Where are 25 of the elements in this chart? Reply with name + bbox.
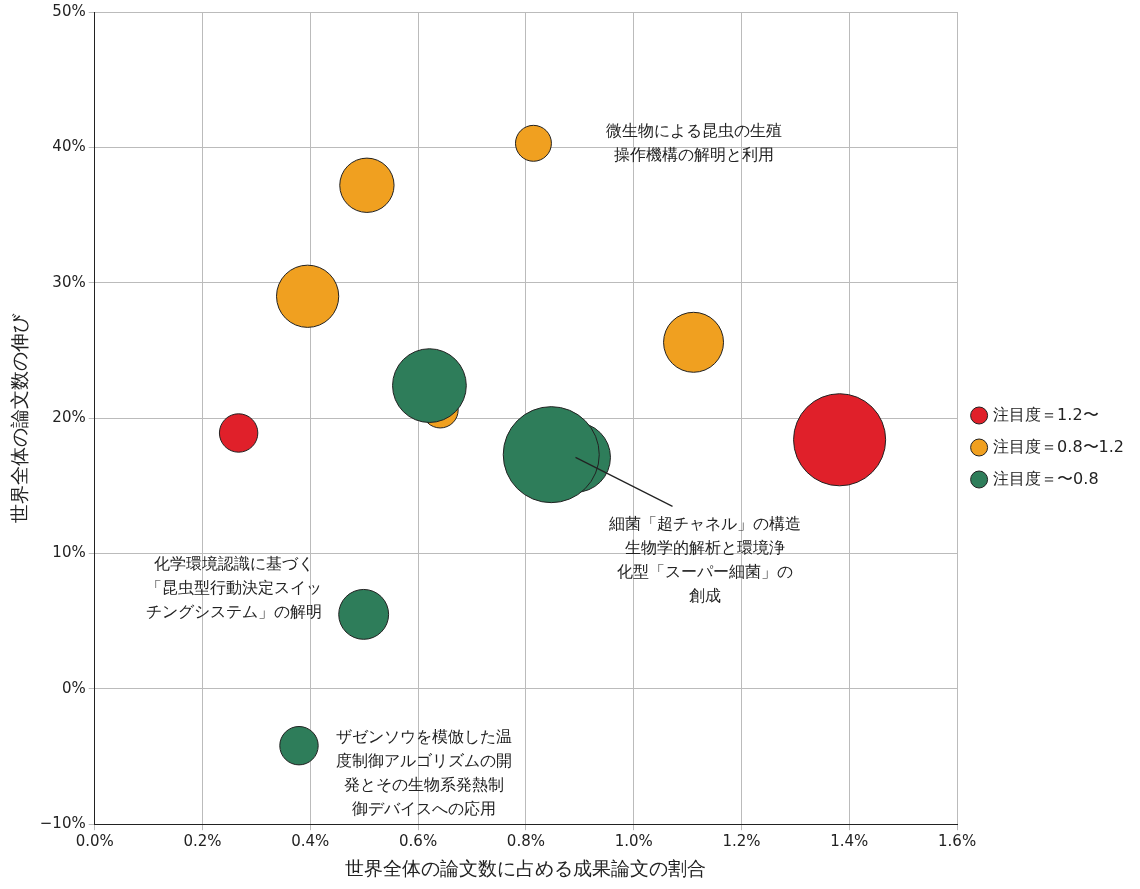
legend-label: 注目度＝0.8〜1.2: [993, 436, 1124, 456]
x-tick-label: 1.2%: [722, 832, 761, 851]
legend-label: 注目度＝1.2〜: [993, 404, 1099, 424]
x-tick-label: 1.0%: [614, 832, 653, 851]
x-tick-label: 0.0%: [75, 832, 114, 851]
annotation: 細菌「超チャネル」の構造生物学的解析と環境浄化型「スーパー細菌」の創成: [608, 513, 802, 605]
annotation: 化学環境認識に基づく「昆虫型行動決定スイッチングシステム」の解明: [145, 553, 322, 621]
y-tick-label: −10%: [39, 814, 86, 833]
y-tick-label: 40%: [52, 137, 86, 156]
y-tick-label: 0%: [61, 678, 86, 697]
y-tick-label: 20%: [52, 407, 86, 426]
x-tick-label: 0.8%: [506, 832, 545, 851]
x-tick-label: 1.4%: [830, 832, 869, 851]
legend-label: 注目度＝〜0.8: [993, 468, 1099, 488]
annotation: 微生物による昆虫の生殖操作機構の解明と利用: [606, 121, 783, 165]
x-tick-label: 1.6%: [938, 832, 977, 851]
y-tick-label: 50%: [52, 1, 86, 20]
x-tick-label: 0.6%: [399, 832, 438, 851]
x-tick-label: 0.2%: [183, 832, 222, 851]
x-tick-label: 0.4%: [291, 832, 330, 851]
y-tick-label: 10%: [52, 543, 86, 562]
y-axis-title: 世界全体の論文数の伸び: [8, 312, 31, 523]
annotation: ザゼンソウを模倣した温度制御アルゴリズムの開発とその生物系発熱制御デバイスへの応用: [335, 726, 512, 818]
x-axis-title: 世界全体の論文数に占める成果論文の割合: [345, 856, 707, 879]
y-tick-label: 30%: [52, 272, 86, 291]
